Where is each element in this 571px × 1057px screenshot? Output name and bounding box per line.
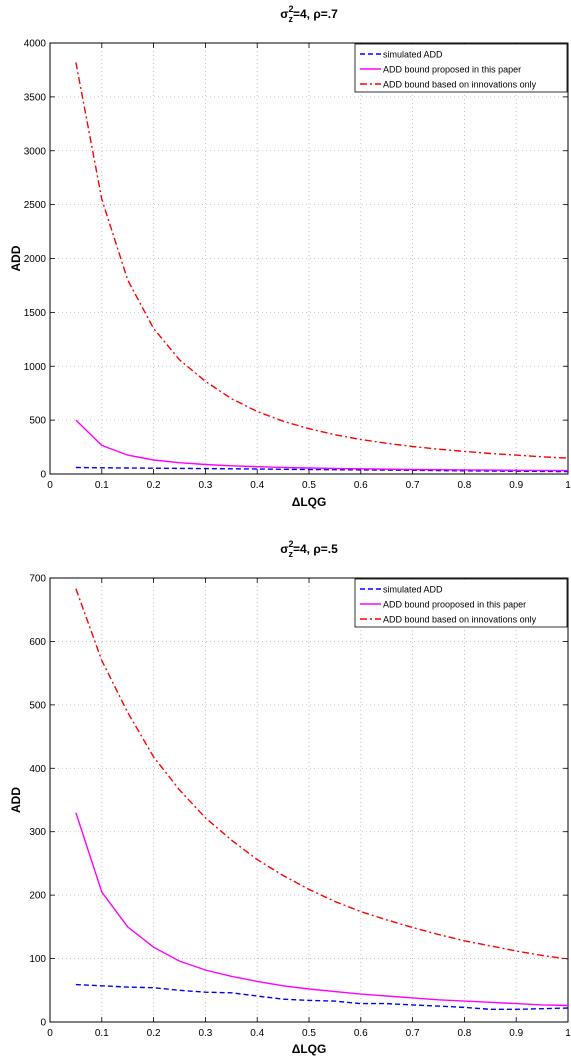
x-tick-label: 0.3 — [198, 480, 212, 491]
x-tick-label: 0.6 — [354, 480, 368, 491]
chart-title: σ2 z=4, ρ=.5 — [280, 539, 338, 559]
x-tick-label: 0.7 — [406, 1028, 420, 1039]
x-tick-label: 0.4 — [250, 480, 264, 491]
y-tick-label: 400 — [29, 764, 46, 775]
y-tick-label: 300 — [29, 827, 46, 838]
y-tick-label: 2000 — [24, 254, 47, 265]
y-tick-label: 4000 — [24, 39, 47, 50]
x-tick-label: 0.5 — [302, 480, 316, 491]
x-tick-label: 0 — [47, 1028, 53, 1039]
x-tick-label: 0 — [47, 480, 53, 491]
plot-frame — [49, 577, 569, 1023]
y-tick-label: 0 — [40, 470, 46, 481]
y-tick-label: 200 — [29, 891, 46, 902]
y-tick-label: 700 — [29, 574, 46, 585]
y-axis-label: ADD — [9, 787, 23, 813]
x-tick-label: 0.4 — [250, 1028, 264, 1039]
x-tick-label: 0.8 — [457, 1028, 471, 1039]
x-tick-label: 0.1 — [95, 1028, 109, 1039]
x-tick-label: 0.2 — [147, 1028, 161, 1039]
legend-label-2: ADD bound proposed in this paper — [383, 65, 521, 75]
y-tick-label: 1500 — [24, 308, 47, 319]
x-tick-label: 0.6 — [354, 1028, 368, 1039]
series-line-1 — [75, 466, 569, 473]
y-tick-label: 600 — [29, 637, 46, 648]
y-tick-label: 3500 — [24, 92, 47, 103]
x-tick-label: 1 — [565, 1028, 571, 1039]
x-tick-label: 0.7 — [406, 480, 420, 491]
x-axis-label: ΔLQG — [292, 495, 327, 509]
y-tick-label: 0 — [40, 1018, 46, 1029]
y-tick-label: 500 — [29, 416, 46, 427]
x-tick-label: 0.5 — [302, 1028, 316, 1039]
x-tick-label: 0.3 — [198, 1028, 212, 1039]
series-line-2 — [75, 419, 569, 472]
legend-label-2: ADD bound prooposed in this paper — [383, 600, 526, 610]
x-axis-label: ΔLQG — [292, 1042, 327, 1056]
x-tick-label: 0.8 — [457, 480, 471, 491]
series-line-3 — [75, 588, 569, 960]
y-tick-label: 3000 — [24, 146, 47, 157]
legend-label-3: ADD bound based on innovations only — [383, 80, 537, 90]
legend-label-3: ADD bound based on innovations only — [383, 615, 537, 625]
x-tick-label: 0.9 — [509, 480, 523, 491]
chart-1: 0 0.1 0.2 0.3 0.4 0.5 0.6 0.7 0.8 0.9 1 0 500 1000 150… — [9, 4, 571, 509]
y-axis-label: ADD — [9, 245, 23, 271]
series-line-3 — [75, 62, 569, 459]
y-tick-label: 100 — [29, 954, 46, 965]
series-line-1 — [75, 983, 569, 1010]
y-tick-label: 2500 — [24, 200, 47, 211]
chart-2: 0 0.1 0.2 0.3 0.4 0.5 0.6 0.7 0.8 0.9 1 0 100 200 300 4… — [9, 539, 571, 1056]
series-line-2 — [75, 812, 569, 1007]
legend-box — [354, 43, 568, 93]
x-tick-label: 0.1 — [95, 480, 109, 491]
x-tick-label: 1 — [565, 480, 571, 491]
y-tick-label: 1000 — [24, 362, 47, 373]
x-tick-label: 0.2 — [147, 480, 161, 491]
legend-label-1: simulated ADD — [383, 585, 443, 595]
legend: simulated ADD ADD bound prooposed in this… — [354, 578, 568, 628]
y-tick-label: 500 — [29, 700, 46, 711]
chart-title: σ2 z=4, ρ=.7 — [280, 4, 338, 24]
x-tick-label: 0.9 — [509, 1028, 523, 1039]
legend-label-1: simulated ADD — [383, 50, 443, 60]
legend: simulated ADD ADD bound proposed in this … — [354, 43, 568, 93]
legend-box — [354, 578, 568, 628]
